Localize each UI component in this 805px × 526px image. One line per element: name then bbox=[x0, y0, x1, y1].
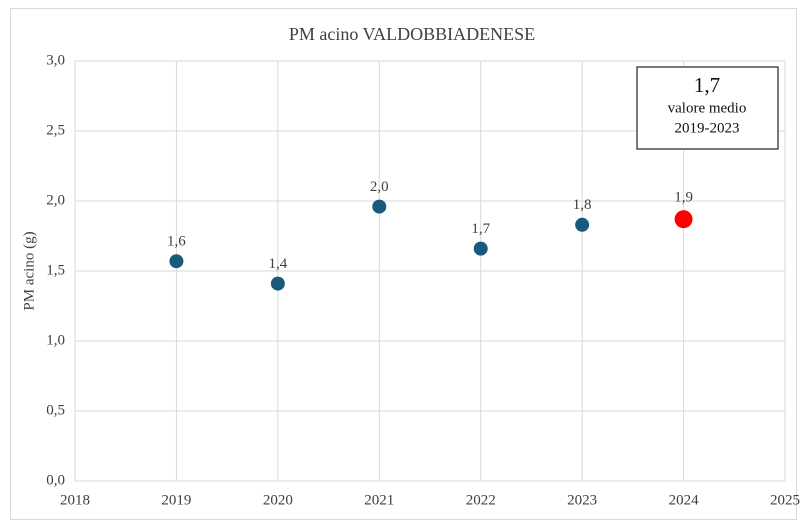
point bbox=[372, 199, 387, 214]
data-label: 1,4 bbox=[268, 256, 287, 272]
x-tick-label: 2018 bbox=[60, 492, 90, 508]
data-label: 1,9 bbox=[674, 190, 693, 206]
x-tick-label: 2021 bbox=[364, 492, 394, 508]
x-tick-label: 2019 bbox=[161, 492, 191, 508]
annotation-line: 2019-2023 bbox=[675, 120, 740, 136]
data-label: 2,0 bbox=[370, 179, 389, 195]
y-axis-label: PM acino (g) bbox=[21, 231, 37, 310]
data-label: 1,6 bbox=[167, 234, 186, 250]
point bbox=[575, 217, 590, 232]
data-label: 1,7 bbox=[471, 221, 490, 237]
y-tick-label: 0,0 bbox=[46, 472, 65, 488]
annotation-box bbox=[636, 66, 779, 150]
point bbox=[674, 210, 693, 229]
y-tick-label: 2,0 bbox=[46, 192, 65, 208]
point bbox=[473, 241, 488, 256]
annotation-value: 1,7 bbox=[694, 73, 720, 97]
point bbox=[270, 276, 285, 291]
x-tick-label: 2020 bbox=[263, 492, 293, 508]
chart-title: PM acino VALDOBBIADENESE bbox=[289, 24, 535, 44]
x-tick-label: 2023 bbox=[567, 492, 597, 508]
y-tick-label: 0,5 bbox=[46, 402, 65, 418]
y-tick-label: 1,5 bbox=[46, 262, 65, 278]
data-label: 1,8 bbox=[573, 197, 592, 213]
point bbox=[169, 254, 184, 269]
x-tick-label: 2022 bbox=[466, 492, 496, 508]
y-tick-label: 3,0 bbox=[46, 52, 65, 68]
x-tick-label: 2025 bbox=[770, 492, 800, 508]
x-tick-label: 2024 bbox=[669, 492, 700, 508]
y-tick-label: 2,5 bbox=[46, 122, 65, 138]
annotation-line: valore medio bbox=[668, 100, 747, 116]
y-tick-label: 1,0 bbox=[46, 332, 65, 348]
